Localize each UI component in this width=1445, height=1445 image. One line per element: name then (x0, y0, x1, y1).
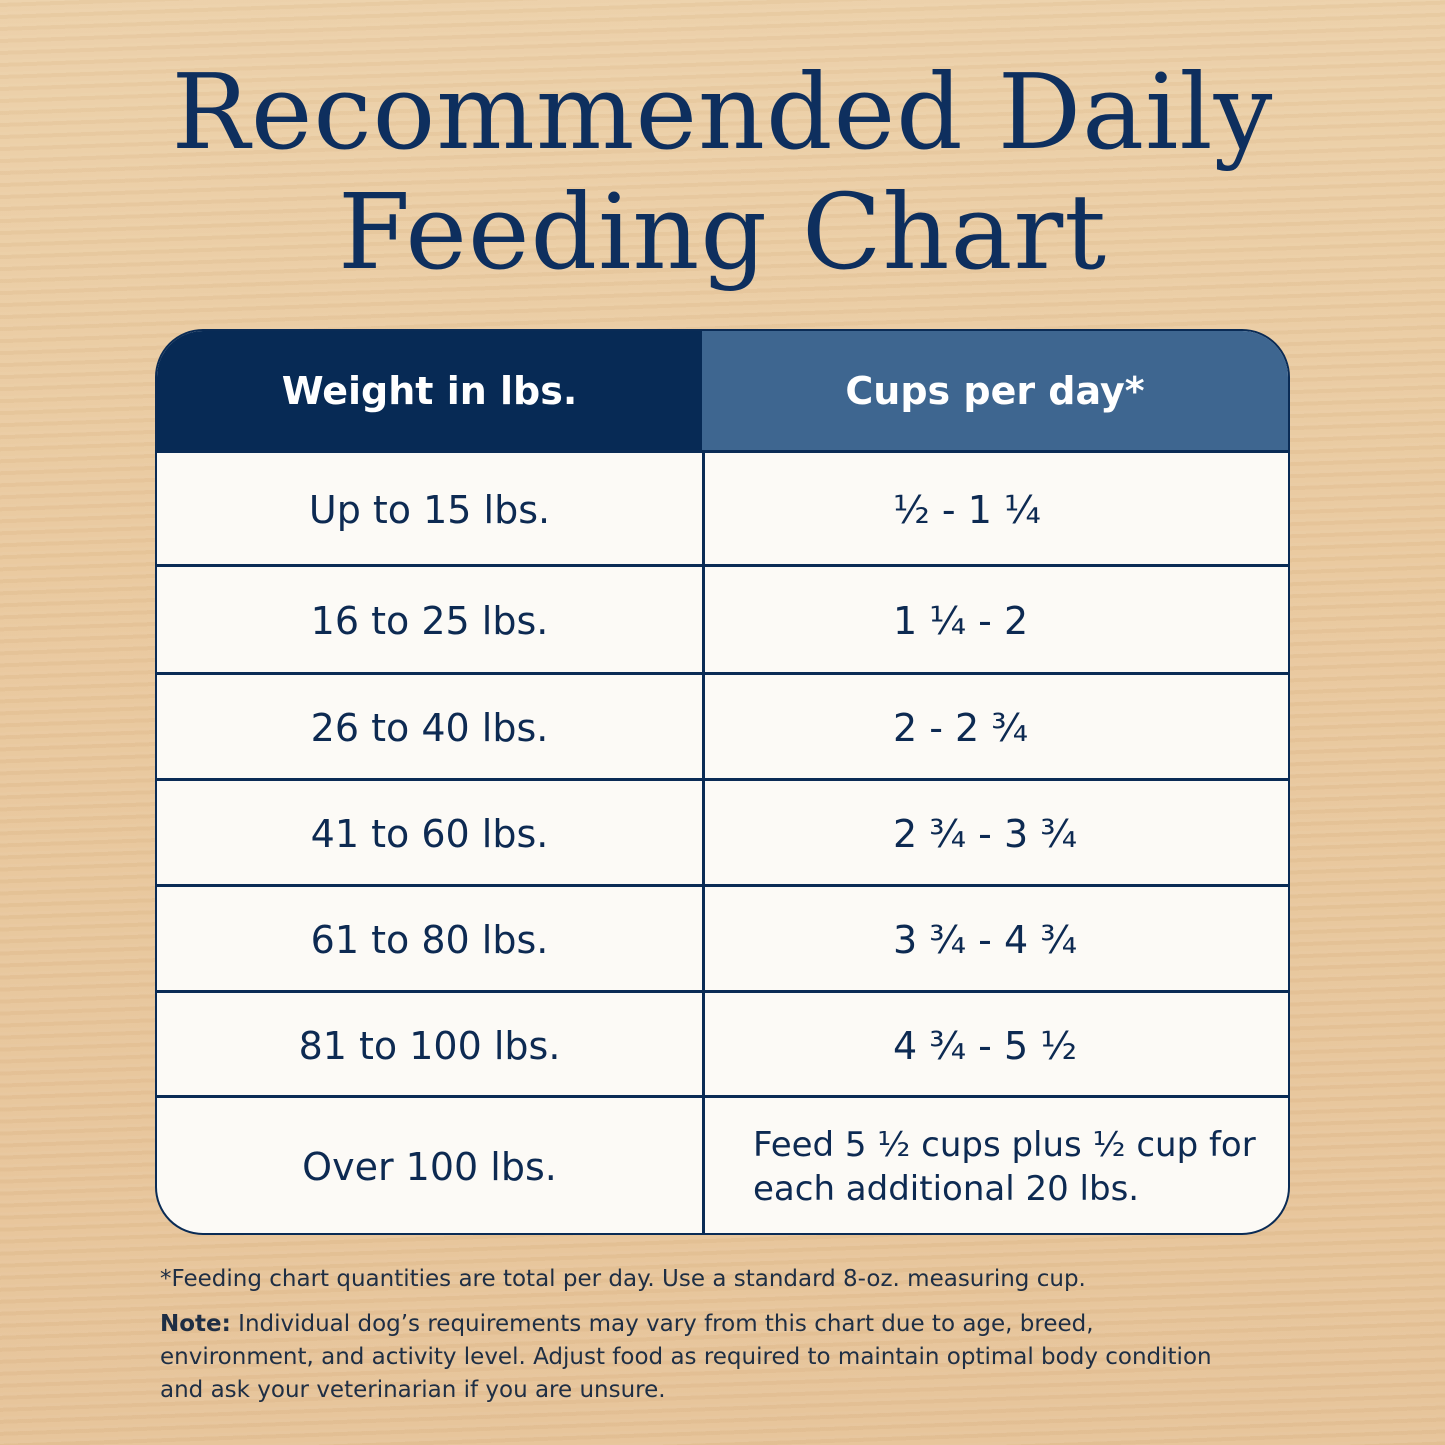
header-weight: Weight in lbs. (157, 331, 702, 450)
weight-cell: Over 100 lbs. (302, 1145, 557, 1189)
weight-cell: 16 to 25 lbs. (310, 599, 549, 643)
cups-cell: ½ - 1 ¼ (702, 453, 1288, 567)
weight-cell: 81 to 100 lbs. (298, 1023, 561, 1068)
table-row: 81 to 100 lbs. 4 ¾ - 5 ½ (157, 990, 1288, 1098)
cups-cell: 3 ¾ - 4 ¾ (702, 887, 1288, 993)
cups-cell: Feed 5 ½ cups plus ½ cup for each additi… (702, 1098, 1288, 1233)
weight-cell: 26 to 40 lbs. (310, 706, 549, 750)
cups-cell: 1 ¼ - 2 (702, 567, 1288, 675)
note: Note: Individual dog’s requirements may … (160, 1308, 1220, 1407)
weight-cell: 61 to 80 lbs. (310, 918, 549, 962)
table-row: 16 to 25 lbs. 1 ¼ - 2 (157, 564, 1288, 675)
table-row: 61 to 80 lbs. 3 ¾ - 4 ¾ (157, 884, 1288, 993)
cups-cell: 4 ¾ - 5 ½ (702, 993, 1288, 1098)
weight-cell: 41 to 60 lbs. (310, 812, 549, 856)
note-text: Individual dog’s requirements may vary f… (160, 1311, 1212, 1403)
cups-cell: 2 - 2 ¾ (702, 675, 1288, 781)
title-line-2: Feeding Chart (337, 171, 1108, 293)
weight-cell: Up to 15 lbs. (308, 488, 551, 532)
table-row: 41 to 60 lbs. 2 ¾ - 3 ¾ (157, 778, 1288, 887)
header-cups: Cups per day* (702, 331, 1288, 450)
note-label: Note: (160, 1311, 231, 1337)
table-row: Up to 15 lbs. ½ - 1 ¼ (157, 450, 1288, 567)
title-line-1: Recommended Daily (171, 51, 1274, 173)
table-row: Over 100 lbs. Feed 5 ½ cups plus ½ cup fo… (157, 1095, 1288, 1233)
cups-cell: 2 ¾ - 3 ¾ (702, 781, 1288, 887)
table-row: 26 to 40 lbs. 2 - 2 ¾ (157, 672, 1288, 781)
feeding-table: Weight in lbs. Cups per day* Up to 15 lb… (155, 329, 1290, 1235)
footnote: *Feeding chart quantities are total per … (160, 1266, 1086, 1292)
